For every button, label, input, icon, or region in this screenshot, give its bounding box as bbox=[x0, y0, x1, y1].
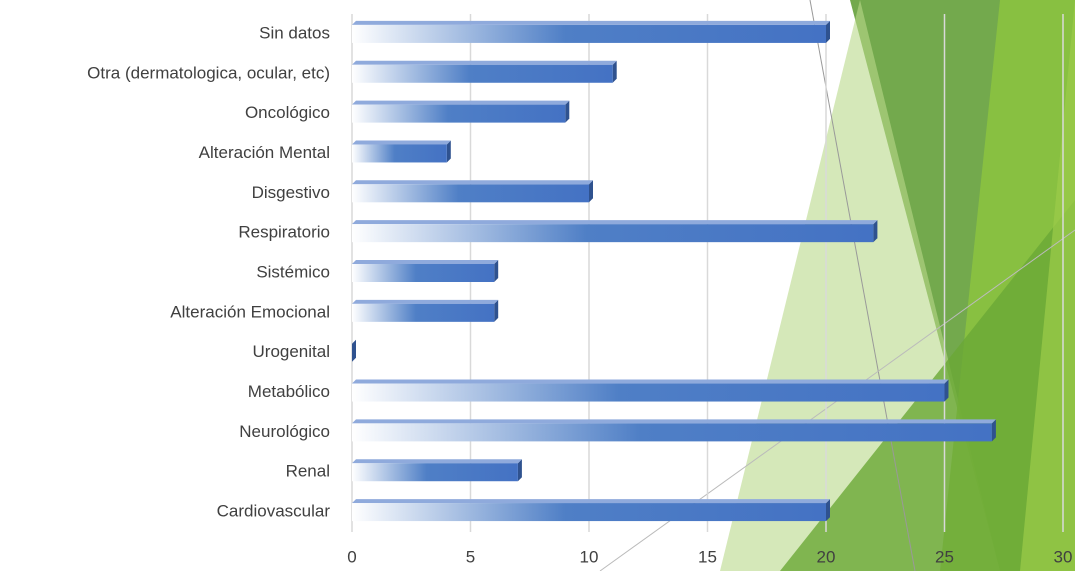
x-tick-label: 0 bbox=[347, 547, 356, 566]
bar bbox=[352, 144, 447, 163]
bar bbox=[352, 423, 992, 442]
x-tick-label: 25 bbox=[935, 547, 954, 566]
bar bbox=[352, 64, 613, 83]
bar-top bbox=[352, 419, 996, 424]
y-tick-label: Sin datos bbox=[259, 23, 330, 42]
x-tick-label: 10 bbox=[580, 547, 599, 566]
bar-top bbox=[352, 459, 522, 464]
decoration bbox=[599, 0, 1075, 571]
bar bbox=[352, 463, 518, 482]
bar-side bbox=[826, 499, 830, 522]
bar bbox=[352, 184, 589, 203]
y-tick-label: Neurológico bbox=[239, 422, 330, 441]
bar-side bbox=[494, 299, 499, 322]
bar-side bbox=[352, 339, 356, 362]
y-tick-label: Urogenital bbox=[253, 342, 331, 361]
bar-top bbox=[352, 220, 878, 225]
bar-top bbox=[352, 379, 949, 384]
bar-top bbox=[352, 499, 830, 504]
x-tick-label: 30 bbox=[1054, 547, 1073, 566]
bar-side bbox=[517, 459, 522, 482]
y-tick-label: Cardiovascular bbox=[217, 502, 331, 521]
bar-top bbox=[352, 180, 593, 185]
y-tick-label: Sistémico bbox=[256, 262, 330, 281]
bar-top bbox=[352, 100, 570, 105]
bar-top bbox=[352, 140, 451, 145]
bar-top bbox=[352, 299, 499, 304]
bar bbox=[352, 224, 874, 243]
bar-side bbox=[494, 260, 499, 282]
bar bbox=[352, 383, 945, 402]
x-tick-label: 5 bbox=[466, 547, 475, 566]
bar bbox=[352, 24, 826, 43]
y-tick-label: Alteración Emocional bbox=[170, 302, 330, 321]
bar-side bbox=[873, 220, 878, 243]
y-tick-label: Renal bbox=[286, 462, 330, 481]
bar bbox=[352, 303, 495, 322]
y-tick-label: Oncológico bbox=[245, 103, 330, 122]
bar-top bbox=[352, 260, 499, 264]
bar-side bbox=[991, 419, 996, 442]
y-tick-label: Disgestivo bbox=[252, 183, 330, 202]
y-tick-label: Metabólico bbox=[248, 382, 330, 401]
x-tick-label: 15 bbox=[698, 547, 717, 566]
bar-top bbox=[352, 60, 617, 65]
decor-line bbox=[809, 0, 916, 571]
bar-side bbox=[826, 20, 830, 43]
bar-top bbox=[352, 20, 830, 25]
bar-side bbox=[944, 379, 949, 402]
decor-shape bbox=[1020, 0, 1075, 571]
bar-side bbox=[446, 140, 451, 163]
x-tick-label: 20 bbox=[817, 547, 836, 566]
y-tick-label: Otra (dermatologica, ocular, etc) bbox=[87, 63, 330, 82]
bar bbox=[352, 104, 566, 123]
y-tick-label: Alteración Mental bbox=[199, 143, 330, 162]
y-tick-label: Respiratorio bbox=[238, 223, 330, 242]
bar-side bbox=[589, 180, 593, 203]
bar bbox=[352, 264, 495, 282]
bar-side bbox=[565, 100, 570, 123]
bar-side bbox=[612, 60, 617, 83]
bar bbox=[352, 503, 826, 522]
